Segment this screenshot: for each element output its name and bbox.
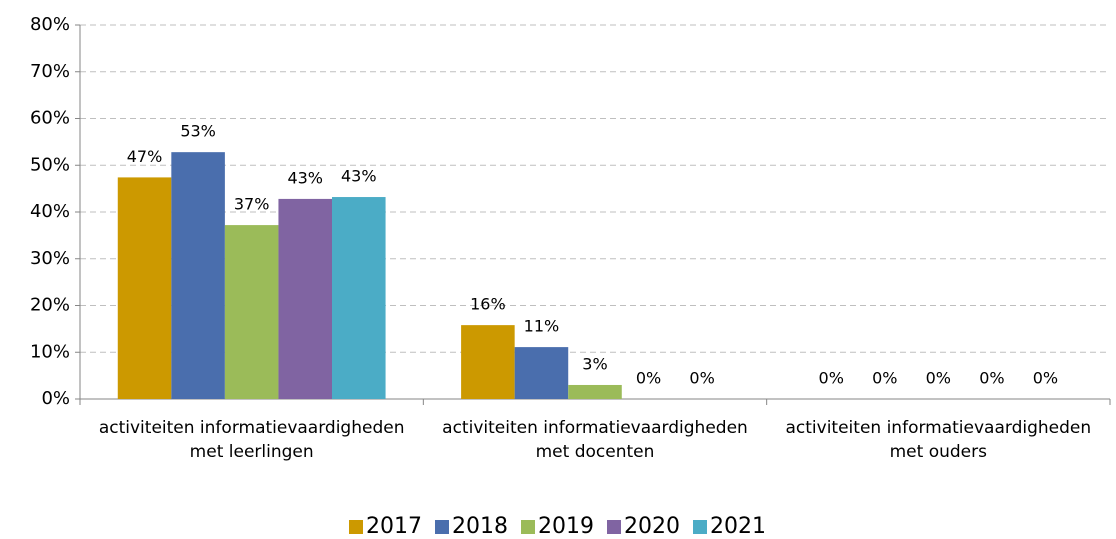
data-label: 16% [470,295,506,314]
bar [461,325,515,399]
legend-swatch [521,520,535,534]
x-tick-label: activiteiten informatievaardigheden met … [98,418,405,462]
data-label: 0% [636,369,661,388]
y-tick-label: 70% [30,61,70,82]
legend-swatch [435,520,449,534]
bar [568,384,622,399]
data-label: 37% [234,195,270,214]
data-label: 0% [979,369,1004,388]
y-tick-label: 80% [30,14,70,35]
legend-label: 2019 [538,514,594,539]
y-tick-label: 20% [30,295,70,316]
bar [224,225,279,399]
data-label: 11% [524,317,560,336]
data-label: 43% [287,168,323,187]
y-tick-label: 0% [41,388,70,409]
bar [514,347,569,399]
y-tick-label: 40% [30,201,70,222]
legend-swatch [349,520,363,534]
data-label: 0% [689,369,714,388]
x-tick-label: activiteiten informatievaardigheden met … [785,418,1092,462]
legend-label: 2018 [452,514,508,539]
data-label: 0% [872,369,897,388]
data-label: 47% [127,147,163,166]
y-tick-label: 60% [30,108,70,129]
data-label: 0% [819,369,844,388]
legend-swatch [693,520,707,534]
data-label: 0% [926,369,951,388]
bar [117,177,172,399]
legend-label: 2017 [366,514,422,539]
data-label: 53% [180,122,216,141]
legend-swatch [607,520,621,534]
y-tick-label: 30% [30,248,70,269]
y-tick-label: 10% [30,341,70,362]
x-tick-label: activiteiten informatievaardigheden met … [442,418,748,462]
data-label: 3% [582,354,607,373]
legend-label: 2020 [624,514,680,539]
data-label: 43% [341,167,377,186]
bar [332,197,386,399]
bar [171,152,225,399]
data-label: 0% [1033,369,1058,388]
legend-label: 2021 [710,514,766,539]
bar [278,198,333,399]
y-tick-label: 50% [30,154,70,175]
